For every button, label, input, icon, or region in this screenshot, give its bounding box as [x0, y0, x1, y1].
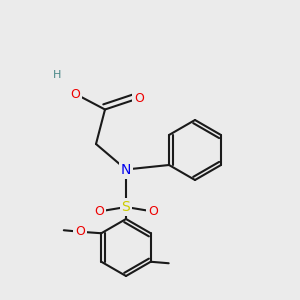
Text: S: S — [122, 200, 130, 214]
Text: O: O — [75, 225, 85, 238]
Text: O: O — [134, 92, 144, 106]
Text: O: O — [148, 205, 158, 218]
Text: O: O — [70, 88, 80, 101]
Text: N: N — [121, 163, 131, 176]
Text: H: H — [53, 70, 61, 80]
Text: O: O — [94, 205, 104, 218]
